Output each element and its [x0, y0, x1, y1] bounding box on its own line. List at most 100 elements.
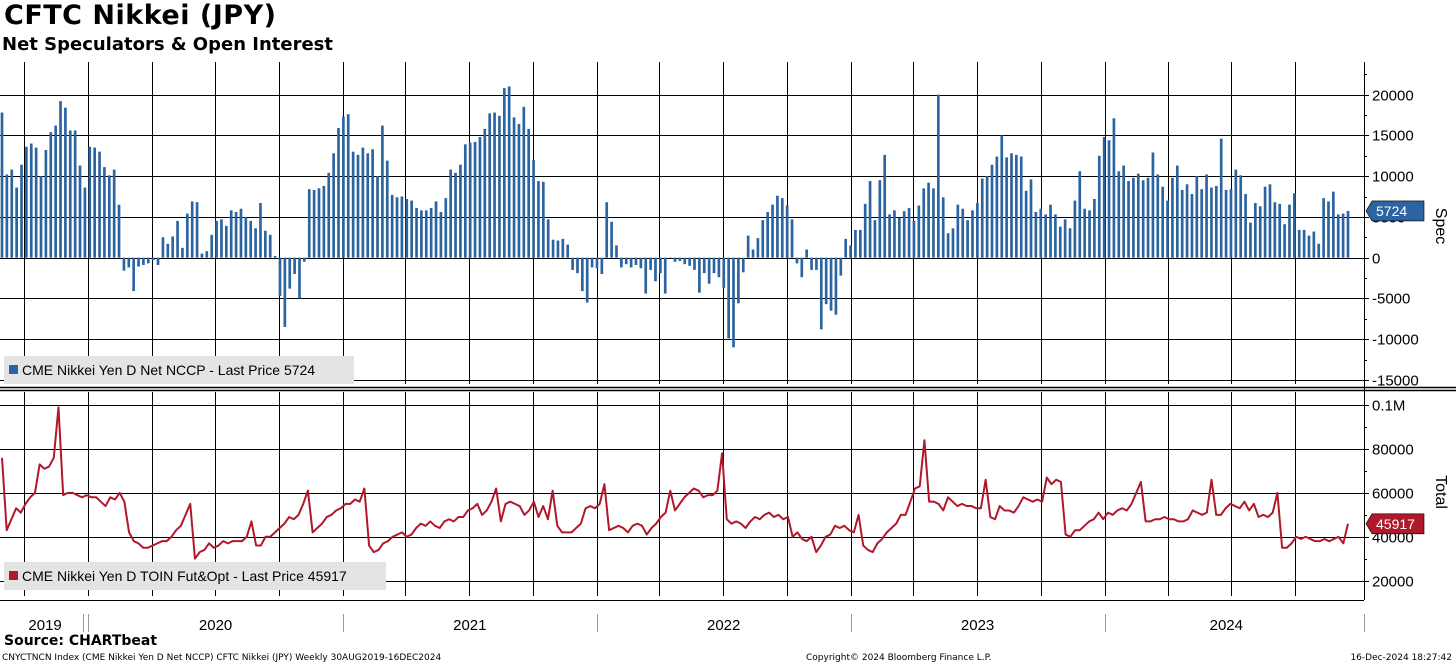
- spec-bar: [717, 257, 721, 278]
- spec-bar: [88, 146, 92, 258]
- total-tick-label: 60000: [1372, 486, 1414, 503]
- spec-bar: [181, 247, 184, 258]
- spec-last-value-flag: 5724: [1365, 200, 1425, 222]
- spec-bar: [1166, 200, 1169, 258]
- spec-bar: [268, 234, 272, 258]
- spec-bar: [224, 225, 228, 258]
- spec-bar: [678, 257, 682, 261]
- spec-bar: [966, 220, 969, 258]
- spec-bar: [1205, 174, 1208, 258]
- spec-bar: [1161, 186, 1165, 258]
- spec-bar: [239, 208, 243, 258]
- spec-bar: [249, 220, 253, 258]
- spec-bar: [59, 101, 62, 258]
- spec-bar: [127, 257, 131, 268]
- spec-bar: [971, 210, 974, 258]
- spec-bar: [1112, 118, 1116, 258]
- spec-bar: [980, 178, 984, 258]
- spec-bar: [1044, 214, 1047, 258]
- spec-bar: [64, 107, 67, 258]
- spec-bar: [264, 230, 267, 258]
- spec-bar: [478, 137, 482, 258]
- spec-bar: [834, 257, 838, 315]
- spec-bar: [785, 205, 789, 258]
- spec-bar: [756, 238, 760, 258]
- spec-bar: [1258, 206, 1262, 258]
- year-label: 2021: [453, 617, 486, 634]
- spec-bar: [1102, 137, 1106, 258]
- spec-bar: [1283, 224, 1286, 258]
- spec-bar: [1288, 204, 1291, 258]
- spec-bar: [103, 167, 106, 258]
- spec-bar: [1010, 153, 1013, 258]
- spec-bar: [600, 257, 604, 274]
- spec-bar: [1132, 177, 1135, 258]
- spec-bar: [941, 197, 945, 258]
- spec-bar: [922, 188, 926, 258]
- spec-bar: [1088, 210, 1091, 258]
- spec-bar: [288, 257, 292, 289]
- spec-bar: [1297, 229, 1301, 258]
- spec-bar: [824, 257, 828, 305]
- total-tick-label: 20000: [1372, 574, 1414, 591]
- spec-bar: [1093, 198, 1096, 258]
- spec-bar: [1156, 174, 1160, 258]
- spec-bar: [815, 257, 818, 270]
- spec-bar: [332, 153, 335, 258]
- spec-bar: [112, 169, 116, 258]
- spec-bar: [1346, 210, 1350, 258]
- spec-bar: [1073, 200, 1077, 258]
- spec-bar: [946, 233, 950, 258]
- spec-bar: [902, 211, 906, 258]
- spec-bar: [473, 141, 477, 258]
- total-legend: CME Nikkei Yen D TOIN Fut&Opt - Last Pri…: [4, 562, 386, 590]
- spec-bar: [634, 257, 638, 265]
- spec-bar: [590, 257, 594, 268]
- spec-bar: [395, 197, 399, 258]
- spec-bar: [1336, 214, 1340, 258]
- total-axis-label: Total: [1432, 475, 1449, 509]
- spec-bar: [361, 147, 365, 258]
- spec-bar: [912, 220, 916, 258]
- spec-bar: [849, 245, 852, 258]
- spec-bar: [98, 151, 101, 258]
- spec-bar: [171, 236, 175, 258]
- spec-bar: [727, 257, 730, 339]
- total-last-value-flag: 45917: [1365, 513, 1425, 535]
- year-label: 2020: [199, 617, 232, 634]
- spec-bar: [454, 172, 457, 258]
- spec-bar: [107, 175, 111, 258]
- spec-bar: [571, 257, 574, 270]
- spec-bar: [698, 257, 701, 293]
- spec-bar: [1058, 226, 1062, 258]
- spec-tick-label: -10000: [1372, 332, 1419, 349]
- spec-bar: [1302, 229, 1306, 258]
- spec-bar: [1317, 243, 1321, 258]
- spec-bar: [907, 207, 911, 258]
- spec-bar: [790, 219, 794, 258]
- spec-bar: [283, 257, 287, 327]
- spec-bar: [1117, 171, 1121, 258]
- spec-bar: [541, 181, 545, 258]
- spec-bar: [615, 245, 618, 258]
- spec-bar: [254, 228, 257, 258]
- spec-bar: [293, 257, 296, 274]
- spec-bar: [190, 201, 194, 258]
- spec-bar: [156, 257, 160, 265]
- spec-bar: [522, 106, 526, 258]
- spec-bar: [200, 253, 204, 258]
- spec-bar: [624, 257, 628, 265]
- spec-bar: [873, 220, 877, 258]
- spec-panel-grid: [0, 62, 1364, 384]
- spec-bar: [629, 257, 633, 268]
- spec-tick-label: 10000: [1372, 169, 1414, 186]
- spec-bar: [1249, 222, 1252, 258]
- spec-bar: [68, 130, 72, 258]
- spec-bar: [990, 164, 994, 258]
- spec-bar: [405, 198, 409, 258]
- spec-bar: [819, 257, 823, 330]
- spec-bar: [683, 257, 687, 265]
- spec-bar: [44, 150, 48, 258]
- spec-bar: [1254, 203, 1257, 258]
